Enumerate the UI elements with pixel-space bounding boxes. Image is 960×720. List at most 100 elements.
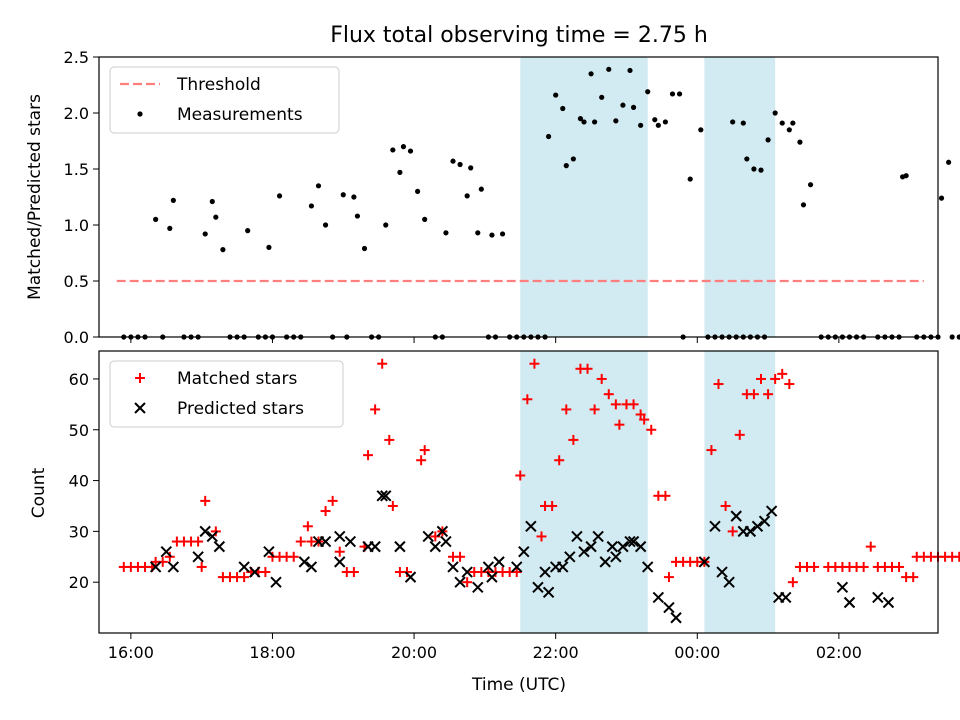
measurement-point xyxy=(956,334,960,340)
measurement-point xyxy=(606,66,612,72)
predicted-star-point xyxy=(440,535,452,548)
y-tick-label: 60 xyxy=(69,370,89,389)
predicted-star-point xyxy=(872,591,884,604)
predicted-star-point xyxy=(698,556,711,568)
measurement-point xyxy=(676,91,683,97)
matched-star-point xyxy=(809,561,820,572)
matched-star-point xyxy=(763,389,774,400)
matched-star-point xyxy=(210,526,221,537)
top-y-axis-label: Matched/Predicted stars xyxy=(25,94,45,300)
legend-label: Predicted stars xyxy=(177,399,304,419)
predicted-star-point xyxy=(765,505,778,517)
predicted-star-point xyxy=(663,601,675,614)
predicted-star-point xyxy=(394,540,406,553)
measurement-point xyxy=(340,192,346,198)
predicted-star-point xyxy=(730,510,742,522)
matched-star-point xyxy=(320,506,331,517)
matched-star-point xyxy=(200,495,211,506)
measurement-point xyxy=(209,198,215,205)
predicted-star-point xyxy=(882,596,895,609)
top-panel: 0.0 0.5 1.0 1.5 2.0 2.5 Threshold Measurements xyxy=(64,48,960,347)
predicted-star-point xyxy=(836,581,849,593)
predicted-star-point xyxy=(447,561,459,573)
measurement-point xyxy=(308,203,315,209)
predicted-star-point xyxy=(634,540,647,553)
matched-star-point xyxy=(416,455,427,466)
matched-star-point xyxy=(568,434,579,445)
measurement-point xyxy=(553,92,559,98)
measurement-point xyxy=(545,133,552,140)
measurement-point xyxy=(946,159,952,165)
predicted-star-point xyxy=(334,530,346,543)
measurement-point xyxy=(807,182,814,188)
matched-star-point xyxy=(770,373,781,384)
predicted-star-point xyxy=(525,520,537,533)
predicted-star-point xyxy=(436,525,449,538)
measurement-point xyxy=(698,127,704,133)
predicted-star-point xyxy=(532,581,544,593)
x-tick-label: 16:00 xyxy=(108,643,154,662)
measurement-point xyxy=(457,161,463,168)
predicted-star-point xyxy=(422,530,434,543)
predicted-star-point xyxy=(298,556,311,568)
matched-star-point xyxy=(363,450,374,461)
y-tick-label: 30 xyxy=(69,522,89,541)
predicted-star-point xyxy=(305,561,318,573)
matched-star-point xyxy=(635,409,646,420)
y-tick-label: 50 xyxy=(69,421,89,440)
measurement-point xyxy=(744,156,750,162)
shaded-region xyxy=(520,351,648,633)
measurement-point xyxy=(630,104,637,110)
measurement-point xyxy=(499,231,506,237)
measurement-point xyxy=(489,232,495,238)
legend-box xyxy=(109,360,344,428)
matched-star-point xyxy=(628,399,639,410)
predicted-star-point xyxy=(652,591,665,604)
legend-box xyxy=(109,66,340,134)
matched-star-point xyxy=(370,404,381,415)
matched-star-point xyxy=(387,500,398,511)
measurement-point xyxy=(322,222,329,228)
predicted-star-point xyxy=(642,561,654,573)
predicted-star-point xyxy=(758,515,771,527)
measurement-point xyxy=(662,119,669,125)
measurement-point xyxy=(581,119,587,125)
matched-star-point xyxy=(239,572,250,583)
measurement-point xyxy=(153,216,159,222)
predicted-star-point xyxy=(213,540,226,553)
predicted-star-point xyxy=(319,535,332,548)
matched-star-point xyxy=(713,379,724,390)
measurement-point xyxy=(652,117,658,123)
predicted-star-point xyxy=(454,576,466,588)
matched-star-point xyxy=(295,536,306,547)
matched-star-point xyxy=(561,404,572,415)
measurement-point xyxy=(786,127,792,133)
legend-label: Measurements xyxy=(177,105,303,125)
matched-star-point xyxy=(639,414,650,425)
predicted-star-point xyxy=(592,530,604,543)
measurement-point xyxy=(400,144,407,150)
measurement-point xyxy=(383,222,389,228)
measurement-point xyxy=(620,102,626,108)
measurement-point xyxy=(478,186,484,192)
measurement-point xyxy=(351,194,357,200)
predicted-star-point xyxy=(249,566,261,578)
predicted-star-point xyxy=(160,545,172,558)
matched-star-point xyxy=(787,577,798,588)
measurement-point xyxy=(315,183,322,189)
matched-star-point xyxy=(894,561,905,572)
predicted-star-point xyxy=(610,551,622,563)
measurement-point xyxy=(167,225,173,231)
matched-star-point xyxy=(748,389,759,400)
measurement-point xyxy=(475,230,481,236)
measurement-point xyxy=(422,216,428,222)
measurement-point xyxy=(397,169,403,175)
measurement-point xyxy=(765,137,771,143)
matched-star-point xyxy=(660,490,671,501)
y-tick-label: 0.5 xyxy=(64,272,89,291)
measurement-point xyxy=(276,193,283,199)
bottom-y-axis-label: Count xyxy=(29,467,49,518)
predicted-star-point xyxy=(206,530,218,543)
matched-star-point xyxy=(784,379,795,390)
matched-star-point xyxy=(511,567,522,578)
